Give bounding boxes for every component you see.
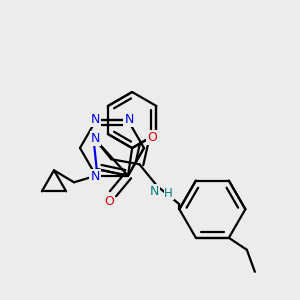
Text: N: N — [91, 132, 100, 145]
Text: O: O — [147, 131, 157, 144]
Text: N: N — [150, 185, 159, 198]
Text: N: N — [90, 113, 100, 126]
Text: N: N — [124, 113, 134, 126]
Text: O: O — [104, 195, 114, 208]
Text: H: H — [164, 187, 173, 200]
Text: N: N — [90, 170, 100, 183]
